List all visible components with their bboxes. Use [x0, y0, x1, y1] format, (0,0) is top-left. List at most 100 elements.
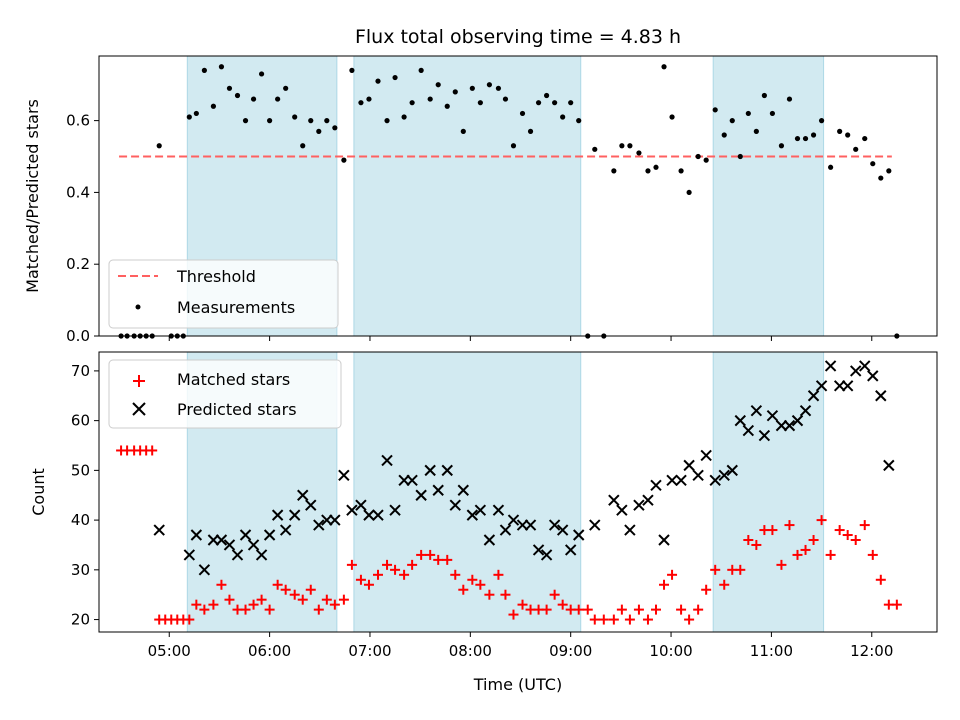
x-tick-label: 05:00 [148, 642, 191, 660]
measurement-point [292, 114, 298, 120]
measurement-point [828, 164, 834, 170]
measurement-point [502, 96, 509, 102]
y-tick-label: 50 [71, 461, 90, 479]
top-axis-ticks: 0.0 0.2 0.4 0.6 [66, 112, 873, 345]
predicted-point [406, 474, 418, 487]
measurement-point [552, 100, 558, 106]
matched-point [216, 579, 227, 590]
predicted-point [524, 519, 537, 531]
predicted-point [608, 494, 620, 506]
top-plot-frame [98, 55, 938, 337]
predicted-point [692, 469, 704, 482]
predicted-point [153, 524, 165, 536]
measurement-point [427, 96, 433, 102]
predicted-point [841, 380, 854, 392]
matched-point [382, 559, 393, 570]
matched-point [642, 614, 653, 625]
predicted-point [432, 484, 444, 496]
x-tick-label: 07:00 [348, 642, 391, 660]
measurement-point [669, 114, 675, 120]
measurement-point [721, 132, 727, 138]
matched-point [297, 594, 308, 605]
x-tick-label: 12:00 [850, 642, 893, 660]
matched-point [676, 604, 687, 615]
matched-point [508, 609, 519, 620]
matched-point [289, 589, 300, 600]
matched-point [573, 604, 584, 615]
predicted-point [875, 390, 887, 402]
matched-point [751, 539, 762, 550]
predicted-point [415, 489, 427, 501]
predicted-stars-series [153, 360, 895, 576]
predicted-point [700, 449, 712, 462]
matched-point [719, 579, 730, 590]
predicted-point [255, 549, 268, 561]
measurement-point [560, 114, 566, 120]
predicted-point [556, 524, 569, 536]
predicted-point [532, 544, 545, 556]
matched-point [363, 579, 374, 590]
matched-point [875, 574, 886, 585]
matched-point [240, 604, 251, 615]
matched-point [264, 604, 275, 615]
matched-point [842, 530, 853, 541]
x-tick-label: 09:00 [549, 642, 592, 660]
measurement-point [486, 82, 492, 88]
predicted-point [675, 474, 687, 487]
measurement-point [810, 132, 817, 138]
y-tick-label: 60 [71, 412, 90, 430]
matched-point [834, 525, 845, 536]
predicted-point [305, 499, 317, 511]
measurement-point [729, 118, 735, 124]
predicted-point [223, 539, 236, 551]
predicted-point [709, 474, 721, 487]
matched-point [701, 584, 712, 595]
shaded-interval [712, 351, 825, 633]
matched-point [208, 599, 219, 610]
predicted-point [313, 519, 325, 531]
predicted-point [799, 404, 812, 417]
predicted-point [824, 360, 837, 372]
bottom-shaded-intervals [186, 351, 825, 633]
predicted-point [441, 464, 453, 477]
matched-point [541, 604, 552, 615]
predicted-point [288, 509, 301, 521]
matched-point [355, 574, 366, 585]
predicted-point [507, 514, 520, 526]
matched-point [147, 445, 158, 456]
measurement-point [210, 103, 217, 109]
matched-point [825, 549, 836, 560]
measurement-point [794, 135, 801, 142]
measurement-point [535, 100, 542, 106]
measurements-series [118, 64, 900, 339]
measurement-point [250, 96, 257, 102]
matched-point [808, 534, 819, 545]
predicted-point [483, 534, 496, 546]
matched-point [199, 604, 210, 615]
measurement-point [384, 118, 390, 124]
predicted-point [297, 489, 309, 501]
measurement-point [737, 153, 743, 160]
matched-point [467, 574, 478, 585]
predicted-point [231, 549, 244, 561]
measurement-point [686, 189, 692, 196]
predicted-point [683, 459, 695, 472]
matched-point [867, 549, 878, 560]
legend-matched-label: Matched stars [177, 370, 290, 389]
matched-point [850, 534, 861, 545]
predicted-point [548, 519, 561, 531]
measurement-point [778, 143, 785, 149]
measurement-point [418, 67, 424, 73]
predicted-point [642, 494, 654, 506]
measurement-point [845, 132, 851, 138]
predicted-point [346, 504, 358, 516]
measurement-point [745, 110, 751, 117]
predicted-point [734, 414, 747, 427]
measurement-point [349, 67, 355, 73]
matched-point [321, 594, 332, 605]
predicted-point [198, 564, 211, 576]
legend-measurements-swatch [135, 304, 141, 310]
measurement-point [769, 110, 776, 117]
matched-point [372, 569, 383, 580]
